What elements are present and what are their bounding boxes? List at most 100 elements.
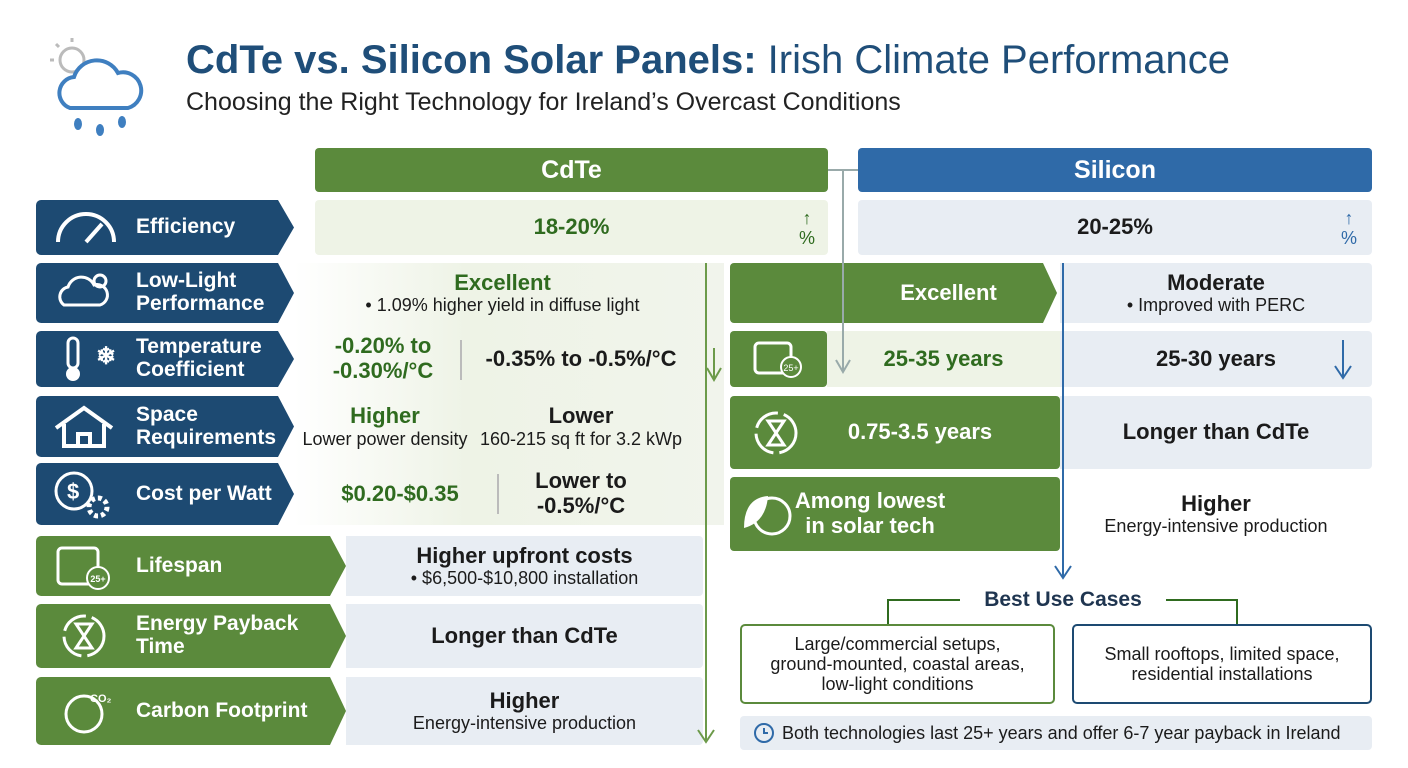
value: 18-20% bbox=[533, 214, 610, 240]
icon-text: % bbox=[798, 228, 815, 249]
hourglass-icon bbox=[50, 612, 122, 660]
row-label: ❄ Temperature Coefficient bbox=[36, 331, 294, 387]
cell: Higher upfront costs • $6,500-$10,800 ins… bbox=[346, 536, 703, 596]
row-label: Low-Light Performance bbox=[36, 263, 294, 323]
percent-icon: ↑% bbox=[1340, 208, 1357, 249]
cell-note: Energy-intensive production bbox=[1104, 516, 1328, 537]
value-line: -0.20% to bbox=[334, 333, 432, 359]
section-title: Best Use Cases bbox=[984, 588, 1142, 612]
column-name: CdTe bbox=[541, 156, 602, 184]
gauge-icon bbox=[50, 208, 122, 248]
title-strong: CdTe vs. Silicon Solar Panels: bbox=[186, 38, 757, 82]
icon-box: 25+ bbox=[730, 331, 827, 387]
cell-note: • $6,500-$10,800 installation bbox=[410, 568, 639, 589]
cell: 25-30 years bbox=[1060, 331, 1372, 387]
value-line: -0.30%/°C bbox=[332, 358, 434, 383]
cell: Higher Energy-intensive production bbox=[1060, 477, 1372, 551]
label-line: Coefficient bbox=[136, 358, 245, 381]
calendar-icon: 25+ bbox=[50, 542, 122, 590]
cloud-icon bbox=[50, 271, 122, 315]
icon-text: 25+ bbox=[783, 363, 798, 373]
cell-title: 25-30 years bbox=[1156, 345, 1276, 371]
subtitle: Choosing the Right Technology for Irelan… bbox=[186, 88, 901, 116]
label-line: Requirements bbox=[136, 425, 277, 449]
row-label: Efficiency bbox=[36, 200, 294, 255]
cdte-cell: Among lowest in solar tech bbox=[730, 477, 1060, 551]
thermometer-icon: ❄ bbox=[50, 336, 122, 382]
cell: 20-25% bbox=[858, 200, 1372, 255]
cell-title: Moderate bbox=[1167, 269, 1265, 295]
cell: Higher Lower power density bbox=[298, 396, 472, 457]
value-line: Among lowest bbox=[794, 488, 946, 514]
cdte-cell: 25-35 years bbox=[827, 331, 1060, 387]
cell: $0.20-$0.35 bbox=[310, 463, 490, 525]
silicon-header: Silicon bbox=[858, 148, 1372, 192]
cell: Moderate • Improved with PERC bbox=[1060, 263, 1372, 323]
use-line: Large/commercial setups, bbox=[794, 633, 1001, 654]
column-name: Silicon bbox=[1074, 156, 1156, 184]
label-line: Efficiency bbox=[136, 215, 236, 239]
value-line: Lower to bbox=[535, 468, 627, 494]
cell-note: Energy-intensive production bbox=[412, 713, 637, 734]
row-label: 25+ Lifespan bbox=[36, 536, 346, 596]
cell: -0.35% to -0.5%/°C bbox=[470, 331, 692, 387]
row-label: Space Requirements bbox=[36, 396, 294, 457]
label-line: Low-Light bbox=[136, 269, 237, 293]
footer: Both technologies last 25+ years and off… bbox=[740, 716, 1372, 750]
row-label: Energy Payback Time bbox=[36, 604, 346, 668]
cell-title: Higher bbox=[1181, 490, 1251, 516]
row-label: CO₂ Carbon Footprint bbox=[36, 677, 346, 745]
best-use-title: Best Use Cases bbox=[960, 586, 1166, 614]
label-line: Space bbox=[136, 402, 198, 426]
label-line: Time bbox=[136, 635, 185, 658]
value-line: Excellent bbox=[900, 279, 997, 305]
icon-text: 25+ bbox=[90, 574, 105, 584]
value-line: -0.5%/°C bbox=[536, 493, 626, 518]
cell: Higher Energy-intensive production bbox=[346, 677, 703, 745]
silicon-use-box: Small rooftops, limited space, residentia… bbox=[1072, 624, 1372, 704]
label-line: Energy Payback bbox=[136, 612, 299, 636]
cell-title: Longer than CdTe bbox=[431, 622, 618, 648]
title-rest: Irish Climate Performance bbox=[767, 38, 1231, 82]
label-line: Carbon Footprint bbox=[136, 698, 308, 722]
calendar-icon: 25+ bbox=[753, 341, 802, 378]
cell: Lower 160-215 sq ft for 3.2 kWp bbox=[472, 396, 690, 457]
divider bbox=[497, 474, 499, 514]
cell-title: Higher bbox=[489, 687, 560, 713]
title: CdTe vs. Silicon Solar Panels: Irish Cli… bbox=[186, 38, 1230, 83]
value: -0.35% to -0.5%/°C bbox=[485, 345, 677, 371]
co2-icon: CO₂ bbox=[50, 686, 122, 736]
label-line: Performance bbox=[136, 292, 265, 315]
cell-title: Higher bbox=[350, 403, 420, 429]
cdte-header: CdTe bbox=[315, 148, 828, 192]
cell-title: Longer than CdTe bbox=[1122, 419, 1310, 445]
svg-text:$: $ bbox=[67, 479, 79, 504]
label-line: Temperature bbox=[136, 335, 262, 359]
cost-icon: $ bbox=[50, 469, 122, 519]
cdte-use-box: Large/commercial setups, ground-mounted, … bbox=[740, 624, 1055, 704]
svg-text:❄: ❄ bbox=[96, 343, 116, 370]
cdte-cell: 0.75-3.5 years bbox=[730, 396, 1060, 469]
globe-icon bbox=[744, 496, 792, 536]
divider bbox=[460, 340, 462, 380]
use-line: ground-mounted, coastal areas, bbox=[770, 653, 1025, 674]
label-line: Lifespan bbox=[136, 553, 223, 577]
value-line: 25-35 years bbox=[883, 345, 1004, 371]
value: $0.20-$0.35 bbox=[341, 480, 459, 506]
icon-text: CO₂ bbox=[90, 693, 112, 705]
cell: 18-20% bbox=[315, 200, 828, 255]
payback-icon bbox=[754, 411, 798, 455]
label-line: Cost per Watt bbox=[136, 481, 272, 505]
cell: Lower to -0.5%/°C bbox=[505, 463, 657, 525]
cell-title: Higher upfront costs bbox=[416, 542, 633, 568]
footer-text: Both technologies last 25+ years and off… bbox=[782, 722, 1341, 743]
value: 20-25% bbox=[1077, 214, 1153, 240]
value-line: 0.75-3.5 years bbox=[847, 419, 993, 445]
use-line: residential installations bbox=[1131, 664, 1313, 684]
cell: Excellent • 1.09% higher yield in diffuse… bbox=[300, 263, 705, 323]
percent-icon: ↑% bbox=[798, 208, 815, 249]
house-icon bbox=[50, 404, 122, 450]
cell-title: Lower bbox=[548, 403, 614, 429]
